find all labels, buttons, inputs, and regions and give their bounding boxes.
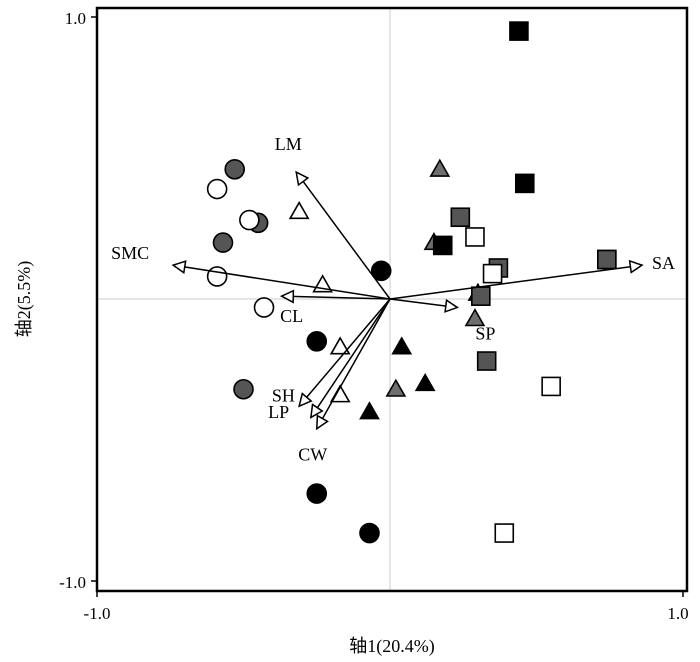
circle-point-white-3 — [206, 266, 228, 287]
circle-point-dark_gray-1 — [224, 158, 246, 180]
vector-sa-arrow — [389, 265, 642, 300]
y-axis-title: 轴2(5.5%) — [14, 261, 35, 337]
plot-frame — [95, 6, 689, 593]
circle-point-dark_gray-2 — [212, 232, 234, 253]
circle-point-dark_gray-4 — [233, 378, 254, 400]
vector-lp-arrow — [299, 298, 391, 406]
triangle-point-white-3 — [329, 336, 351, 355]
vector-lm-label: LM — [275, 134, 302, 154]
square-point-white-4 — [494, 523, 515, 543]
x-axis-title: 轴1(20.4%) — [349, 636, 434, 657]
square-point-black-3 — [432, 235, 453, 256]
y-tick-label-bottom: -1.0 — [59, 573, 86, 592]
vector-sp-arrow — [389, 298, 457, 307]
square-point-black-1 — [509, 21, 529, 41]
triangle-point-white-1 — [288, 200, 310, 220]
triangle-point-black-2 — [414, 372, 436, 392]
vector-sh-arrow — [311, 298, 391, 417]
square-point-black-2 — [514, 173, 535, 194]
vector-cw-label: CW — [298, 445, 327, 465]
x-tick-label-right: 1.0 — [667, 604, 688, 623]
vector-lm-arrow — [296, 172, 391, 300]
sample-points — [206, 21, 617, 544]
vector-cl-label: CL — [280, 306, 303, 326]
vector-lp-label: LP — [268, 402, 289, 422]
circle-point-black-1 — [370, 260, 392, 282]
circle-point-black-2 — [306, 330, 328, 352]
circle-point-white-4 — [253, 297, 275, 318]
square-point-dark_gray-3 — [471, 286, 491, 306]
triangle-point-black-3 — [359, 401, 380, 420]
vector-smc-arrow — [173, 265, 391, 300]
circle-point-white-2 — [239, 209, 260, 231]
circle-point-white-1 — [206, 178, 228, 200]
x-tick-label-left: -1.0 — [84, 604, 111, 623]
triangle-point-gray-5 — [385, 378, 407, 397]
square-point-dark_gray-1 — [450, 207, 471, 228]
square-point-dark_gray-5 — [597, 249, 617, 270]
square-point-dark_gray-4 — [476, 351, 497, 371]
vector-smc-label: SMC — [111, 243, 149, 263]
triangle-point-gray-1 — [429, 158, 451, 177]
vector-sh-label: SH — [272, 385, 295, 405]
vector-cw-arrow — [317, 298, 391, 429]
triangle-point-black-1 — [391, 336, 413, 355]
square-point-white-3 — [541, 376, 561, 397]
circle-point-black-4 — [359, 522, 380, 544]
square-point-white-2 — [482, 263, 503, 284]
y-tick-label-top: 1.0 — [65, 9, 86, 28]
triangle-point-gray-4 — [464, 308, 486, 327]
vector-sp-label: SP — [475, 323, 495, 343]
vector-cl-arrow — [282, 296, 391, 299]
circle-point-black-3 — [306, 483, 328, 504]
vector-sa-label: SA — [652, 253, 675, 273]
square-point-white-1 — [465, 227, 485, 247]
